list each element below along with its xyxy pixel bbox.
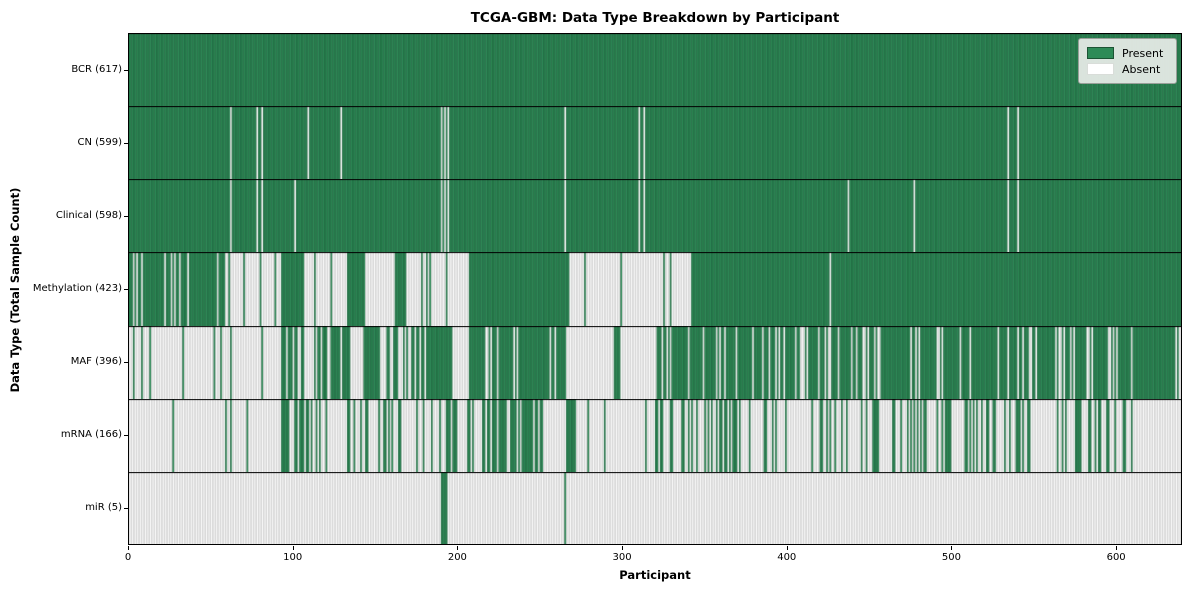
xtick-mark-200 <box>457 546 459 550</box>
xtick-label-200: 200 <box>447 552 467 563</box>
xtick-mark-300 <box>622 546 624 550</box>
ytick-label-MAF: MAF (396) <box>70 356 122 368</box>
legend-item-present: Present <box>1079 47 1176 60</box>
heatmap-row-BCR <box>128 33 1182 107</box>
xtick-mark-500 <box>951 546 953 550</box>
chart-title: TCGA-GBM: Data Type Breakdown by Partici… <box>470 10 840 26</box>
ytick-mark-Clinical <box>124 216 128 217</box>
heatmap-row-miR <box>128 471 1182 545</box>
xtick-label-100: 100 <box>283 552 303 563</box>
ytick-mark-BCR <box>124 70 128 71</box>
ytick-mark-mRNA <box>124 435 128 436</box>
ytick-label-miR: miR (5) <box>85 502 122 514</box>
heatmap-row-mRNA <box>128 398 1182 472</box>
absent-swatch-icon <box>1087 63 1114 75</box>
heatmap-row-Clinical <box>128 179 1182 253</box>
legend-label-absent: Absent <box>1122 62 1161 76</box>
xtick-label-500: 500 <box>941 552 961 563</box>
ytick-mark-Methylation <box>124 289 128 290</box>
present-swatch-icon <box>1087 47 1114 59</box>
ytick-label-Methylation: Methylation (423) <box>32 283 122 294</box>
ytick-label-CN: CN (599) <box>77 136 122 148</box>
heatmap-row-CN <box>128 106 1182 180</box>
xtick-label-300: 300 <box>612 552 632 563</box>
xtick-mark-0 <box>128 546 129 550</box>
legend-item-absent: Absent <box>1079 63 1176 76</box>
xtick-mark-600 <box>1116 546 1118 550</box>
heatmap-row-Methylation <box>128 252 1182 326</box>
ytick-label-mRNA: mRNA (166) <box>60 429 122 441</box>
ytick-mark-miR <box>124 508 128 509</box>
ytick-mark-CN <box>124 143 128 144</box>
xtick-mark-100 <box>292 546 294 550</box>
x-axis-label: Participant <box>619 568 691 582</box>
xtick-label-0: 0 <box>124 552 132 563</box>
ytick-mark-MAF <box>124 362 128 363</box>
ytick-label-Clinical: Clinical (598) <box>55 209 122 221</box>
xtick-label-600: 600 <box>1106 552 1126 563</box>
heatmap-row-MAF <box>128 325 1182 399</box>
xtick-mark-400 <box>786 546 788 550</box>
legend-label-present: Present <box>1122 46 1164 60</box>
legend: Present Absent <box>1078 38 1177 84</box>
xtick-label-400: 400 <box>777 552 797 563</box>
ytick-label-BCR: BCR (617) <box>71 63 122 75</box>
plot-area <box>128 33 1182 545</box>
